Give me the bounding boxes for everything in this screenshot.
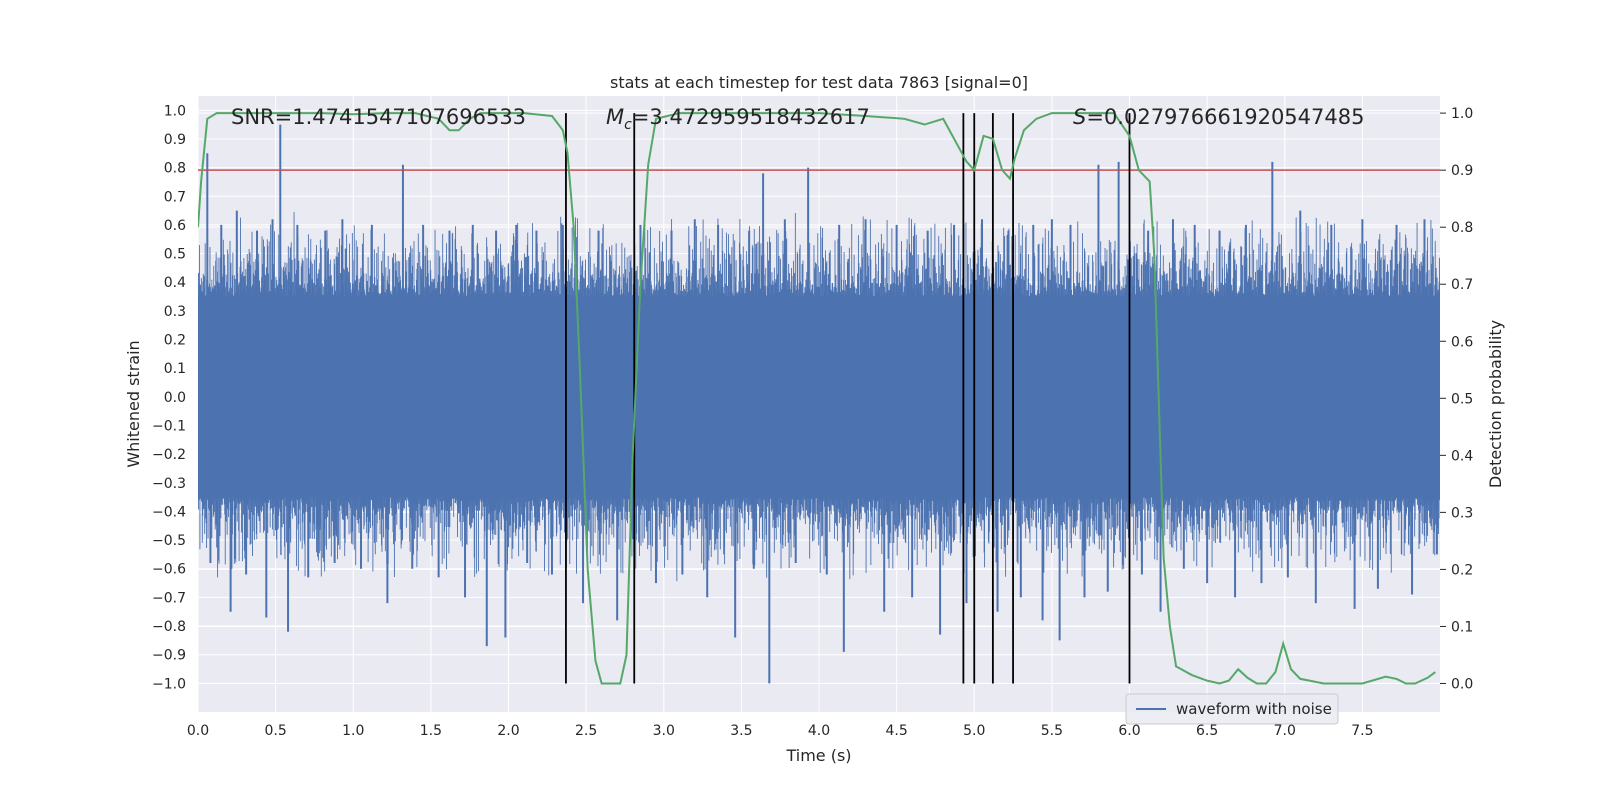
y-tick-label: 0.1 bbox=[164, 361, 186, 377]
x-tick-label: 7.5 bbox=[1351, 723, 1373, 739]
y-tick-label: −0.4 bbox=[152, 504, 186, 520]
x-tick-label: 4.0 bbox=[808, 723, 830, 739]
chirp-mass-symbol: M bbox=[606, 105, 624, 129]
y2-tick-label: 0.3 bbox=[1451, 505, 1473, 521]
legend-box bbox=[1125, 693, 1339, 725]
detection-probability-line bbox=[198, 112, 1436, 685]
y-tick-label: −0.8 bbox=[152, 619, 186, 635]
x-tick-label: 7.0 bbox=[1274, 723, 1296, 739]
y-tick-label: −0.1 bbox=[152, 418, 186, 434]
y-tick-label: 0.0 bbox=[164, 390, 186, 406]
y2-tick-label: 0.4 bbox=[1451, 448, 1473, 464]
y-tick-label: 0.8 bbox=[164, 161, 186, 177]
s-statistic-annotation: S=0.027976661920547485 bbox=[1073, 105, 1364, 129]
snr-annotation: SNR=1.4741547107696533 bbox=[231, 105, 526, 129]
legend: waveform with noise bbox=[1125, 693, 1339, 725]
y-tick-label: 0.7 bbox=[164, 189, 186, 205]
y-tick-label: −0.9 bbox=[152, 648, 186, 664]
chirp-mass-annotation: Mc=3.472959518432617 bbox=[606, 105, 870, 133]
x-axis-ticks: 0.0 0.5 1.0 1.5 2.0 2.5 3.0 3.5 4.0 4.5 5.0 5.5 6.0 6… bbox=[187, 723, 1374, 739]
x-tick-label: 1.5 bbox=[420, 723, 442, 739]
y-tick-label: −0.2 bbox=[152, 447, 186, 463]
s-statistic-value: =0.027976661920547485 bbox=[1086, 105, 1364, 129]
y-tick-label: −1.0 bbox=[152, 676, 186, 692]
y-tick-label: 0.3 bbox=[164, 304, 186, 320]
chirp-mass-value: =3.472959518432617 bbox=[632, 105, 870, 129]
trigger-vlines bbox=[565, 113, 1131, 684]
y2-tick-label: 1.0 bbox=[1451, 106, 1473, 122]
legend-label: waveform with noise bbox=[1176, 700, 1332, 718]
y2-tick-label: 0.2 bbox=[1451, 562, 1473, 578]
waveform-noise-core bbox=[198, 302, 1440, 492]
y-tick-label: −0.6 bbox=[152, 562, 186, 578]
y-tick-label: 1.0 bbox=[164, 103, 186, 119]
x-tick-label: 2.0 bbox=[497, 723, 519, 739]
x-tick-label: 6.5 bbox=[1196, 723, 1218, 739]
y2-axis-ticks: 1.0 0.9 0.8 0.7 0.6 0.5 0.4 0.3 0.2 0.1 0.0 bbox=[1440, 106, 1473, 692]
y-tick-label: 0.4 bbox=[164, 275, 186, 291]
y-tick-label: 0.6 bbox=[164, 218, 186, 234]
x-tick-label: 5.0 bbox=[963, 723, 985, 739]
s-statistic-symbol: S bbox=[1073, 105, 1086, 129]
x-tick-label: 5.5 bbox=[1041, 723, 1063, 739]
x-tick-label: 0.0 bbox=[187, 723, 209, 739]
x-tick-label: 1.0 bbox=[342, 723, 364, 739]
y2-tick-label: 0.8 bbox=[1451, 220, 1473, 236]
y-tick-label: 0.2 bbox=[164, 333, 186, 349]
y2-tick-label: 0.1 bbox=[1451, 619, 1473, 635]
probability-series bbox=[198, 112, 1436, 685]
y2-tick-label: 0.0 bbox=[1451, 676, 1473, 692]
chart-title: stats at each timestep for test data 786… bbox=[610, 73, 1028, 92]
chirp-mass-subscript: c bbox=[624, 117, 632, 133]
y2-tick-label: 0.9 bbox=[1451, 163, 1473, 179]
y-tick-label: −0.5 bbox=[152, 533, 186, 549]
y2-axis-label: Detection probability bbox=[1486, 320, 1505, 488]
y2-tick-label: 0.6 bbox=[1451, 334, 1473, 350]
y2-tick-label: 0.5 bbox=[1451, 391, 1473, 407]
y-axis-label: Whitened strain bbox=[124, 340, 143, 467]
y-axis-ticks: 1.0 0.9 0.8 0.7 0.6 0.5 0.4 0.3 0.2 0.1 0.0 −0.1 −0.… bbox=[152, 103, 186, 692]
y-tick-label: 0.5 bbox=[164, 247, 186, 263]
x-tick-label: 6.0 bbox=[1118, 723, 1140, 739]
x-tick-label: 2.5 bbox=[575, 723, 597, 739]
y2-tick-label: 0.7 bbox=[1451, 277, 1473, 293]
x-tick-label: 4.5 bbox=[885, 723, 907, 739]
y-tick-label: 0.9 bbox=[164, 132, 186, 148]
y-tick-label: −0.7 bbox=[152, 590, 186, 606]
x-tick-label: 0.5 bbox=[264, 723, 286, 739]
x-tick-label: 3.0 bbox=[653, 723, 675, 739]
y-tick-label: −0.3 bbox=[152, 476, 186, 492]
x-axis-label: Time (s) bbox=[785, 746, 851, 765]
x-tick-label: 3.5 bbox=[730, 723, 752, 739]
